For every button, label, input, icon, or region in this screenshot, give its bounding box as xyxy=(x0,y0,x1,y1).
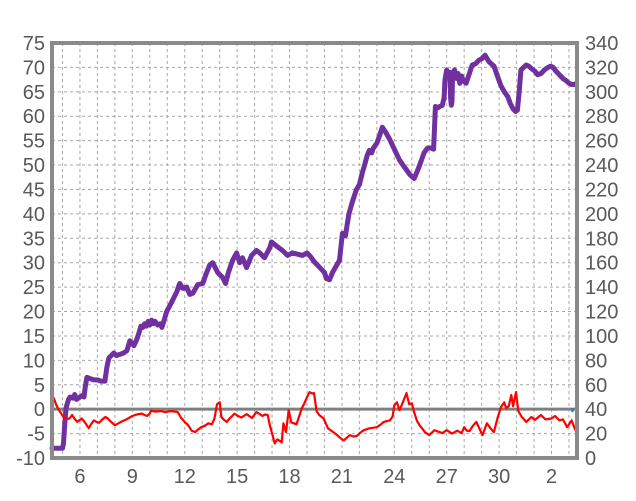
left-axis-tick-label: 70 xyxy=(23,57,45,79)
left-axis-tick-label: 40 xyxy=(23,204,45,226)
x-axis-tick-label: 6 xyxy=(74,466,85,488)
right-axis-tick-label: 0 xyxy=(585,448,596,470)
left-axis-tick-label: 20 xyxy=(23,302,45,324)
left-axis-tick-label: 0 xyxy=(34,399,45,421)
left-axis-tick-label: 75 xyxy=(23,33,45,55)
x-axis-tick-label: 9 xyxy=(127,466,138,488)
x-axis-tick-label: 27 xyxy=(436,466,458,488)
right-axis-tick-label: 140 xyxy=(585,277,618,299)
right-axis-tick-label: 60 xyxy=(585,375,607,397)
x-axis-tick-label: 21 xyxy=(331,466,353,488)
right-axis-tick-label: 180 xyxy=(585,228,618,250)
left-axis-tick-label: 50 xyxy=(23,155,45,177)
right-axis-tick-label: 320 xyxy=(585,57,618,79)
snow-depth-series xyxy=(49,52,579,451)
right-axis-tick-label: 40 xyxy=(585,399,607,421)
right-axis-tick-label: 160 xyxy=(585,253,618,275)
x-axis-tick-label: 12 xyxy=(174,466,196,488)
plot-frame xyxy=(50,41,579,460)
right-axis-tick-label: 20 xyxy=(585,424,607,446)
x-axis-tick-label: 2 xyxy=(546,466,557,488)
right-axis-tick-label: 280 xyxy=(585,106,618,128)
left-axis-tick-label: 10 xyxy=(23,350,45,372)
left-axis-tick-label: 65 xyxy=(23,82,45,104)
x-axis-tick-label: 15 xyxy=(226,466,248,488)
right-axis-tick-label: 220 xyxy=(585,179,618,201)
x-axis-tick-label: 18 xyxy=(278,466,300,488)
left-axis-tick-label: 15 xyxy=(23,326,45,348)
left-axis-tick-label: 5 xyxy=(34,375,45,397)
left-axis-tick-label: 30 xyxy=(23,253,45,275)
left-axis-tick-label: -10 xyxy=(16,448,45,470)
left-axis-tick-label: 45 xyxy=(23,179,45,201)
right-axis-tick-label: 260 xyxy=(585,131,618,153)
right-axis-tick-label: 120 xyxy=(585,302,618,324)
right-axis-tick-label: 200 xyxy=(585,204,618,226)
left-axis-tick-label: 25 xyxy=(23,277,45,299)
right-axis-tick-label: 80 xyxy=(585,350,607,372)
right-axis-tick-label: 240 xyxy=(585,155,618,177)
non-snow-series xyxy=(50,391,578,445)
left-axis-tick-label: 60 xyxy=(23,106,45,128)
x-axis-tick-label: 24 xyxy=(383,466,405,488)
right-axis-tick-label: 100 xyxy=(585,326,618,348)
right-axis-tick-label: 300 xyxy=(585,82,618,104)
x-axis-tick-label: 30 xyxy=(488,466,510,488)
right-axis-tick-label: 340 xyxy=(585,33,618,55)
left-axis-tick-label: 55 xyxy=(23,131,45,153)
left-axis-tick-label: -5 xyxy=(27,424,45,446)
left-axis-tick-label: 35 xyxy=(23,228,45,250)
